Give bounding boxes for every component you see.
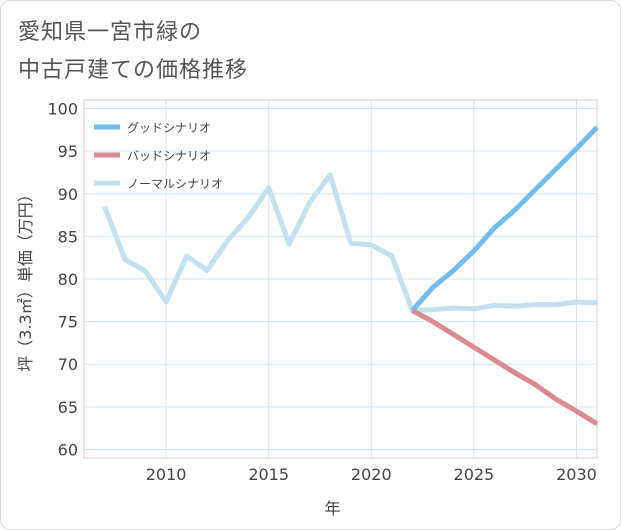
x-tick-label: 2020 [351,465,392,484]
legend-label: バッドシナリオ [127,149,211,163]
chart-title-line-1: 愛知県一宮市緑の [18,20,203,45]
y-tick-label: 90 [58,185,78,204]
x-axis-label: 年 [324,499,340,518]
chart-title-line-2: 中古戸建ての価格推移 [18,58,249,83]
series-line [102,172,598,313]
x-tick-label: 2015 [248,465,289,484]
y-tick-label: 100 [47,100,78,119]
x-tick-label: 2025 [454,465,495,484]
x-tick-label: 2010 [146,465,187,484]
y-tick-label: 80 [58,270,78,289]
y-tick-label: 65 [58,398,78,417]
series-line [410,125,599,313]
y-tick-label: 70 [58,355,78,374]
chart-title: 愛知県一宮市緑の 中古戸建ての価格推移 [18,14,248,90]
y-axis-label: 坪（3.3㎡）単価（万円） [16,186,35,371]
series-line [411,308,599,427]
y-tick-label: 95 [58,142,78,161]
y-tick-label: 85 [58,227,78,246]
legend-label: ノーマルシナリオ [127,177,223,191]
x-tick-label: 2030 [556,465,597,484]
y-tick-label: 60 [58,440,78,459]
legend-label: グッドシナリオ [127,121,211,135]
y-tick-label: 75 [58,313,78,332]
